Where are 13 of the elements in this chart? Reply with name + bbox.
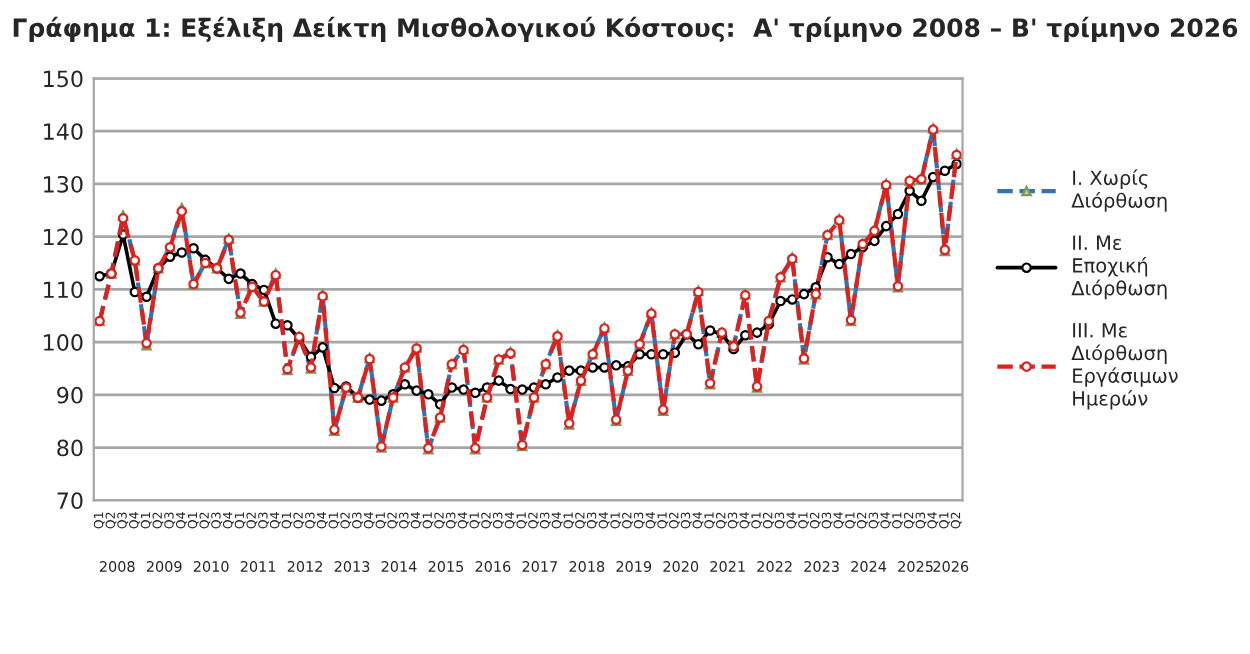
y-tick-label: 80 [57,439,83,457]
y-tick-label: 70 [57,492,83,510]
y-tick-label: 120 [44,228,83,246]
legend-label: II. Με Εποχική Διόρθωση [1071,235,1167,300]
y-tick-label: 150 [44,70,83,88]
y-tick-label: 110 [44,281,83,299]
y-tick-label: 130 [44,175,83,193]
y-tick-label: 100 [44,334,83,351]
y-tick-label: 140 [44,123,83,140]
chart-title: Γράφημα 1: Εξέλιξη Δείκτη Μισθολογικού Κόστους: Α' τρίμηνο 2008 – Β' τρίμηνο 2026 [13,16,1238,43]
legend-label: I. Χωρίς Διόρθωση [1071,169,1167,212]
y-tick-label: 90 [57,386,83,404]
legend-label: III. Με Διόρθωση Εργάσιμων Ημερών [1071,323,1178,410]
